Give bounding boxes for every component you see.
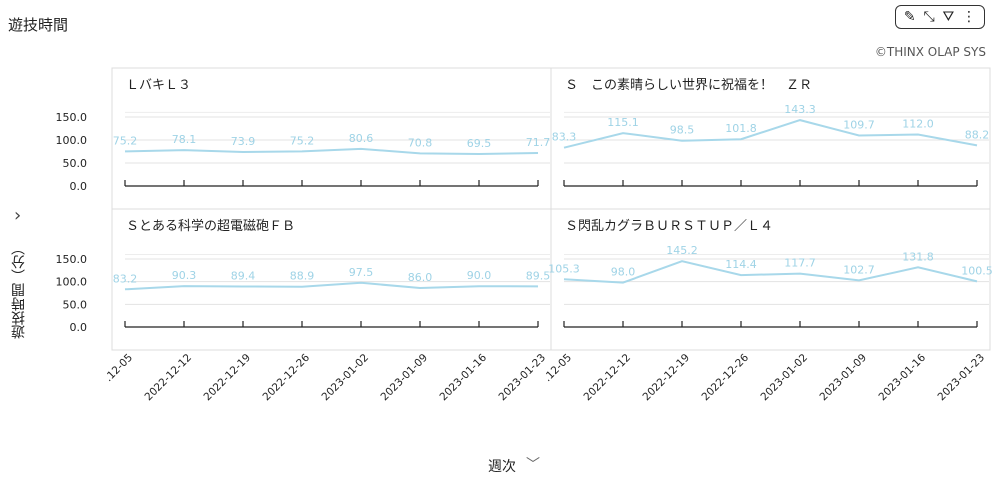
panel-title: Ｓ閃乱カグラＢＵＲＳＴＵＰ／Ｌ４ [565, 219, 773, 234]
data-label: 105.3 [548, 262, 580, 275]
data-label: 98.5 [670, 124, 695, 137]
data-label: 100.5 [961, 264, 993, 277]
panel-title: ＬバキＬ３ [126, 78, 191, 93]
data-label: 114.4 [725, 258, 757, 271]
data-label: 78.1 [172, 133, 197, 146]
data-label: 71.7 [526, 136, 551, 149]
x-tick-label: 2022-12-12 [142, 352, 194, 404]
data-label: 83.2 [113, 272, 138, 285]
data-label: 117.7 [784, 257, 816, 270]
data-label: 90.0 [467, 269, 492, 282]
x-axis-label: 週次 [488, 459, 516, 475]
y-tick-label: 150.0 [56, 111, 88, 124]
data-label: 86.0 [408, 271, 433, 284]
data-label: 131.8 [902, 250, 934, 263]
data-label: 73.9 [231, 135, 256, 148]
data-label: 143.3 [784, 103, 816, 116]
x-tick-label: 2022-12-19 [201, 352, 253, 404]
data-label: 109.7 [843, 119, 875, 132]
x-tick-label: 2023-01-16 [437, 351, 489, 403]
y-tick-label: 50.0 [63, 298, 88, 311]
x-tick-label: 2023-01-09 [817, 352, 869, 404]
data-label: 102.7 [843, 263, 875, 276]
pencil-icon[interactable]: ✎ [903, 9, 916, 25]
data-label: 97.5 [349, 266, 374, 279]
data-label: 112.0 [902, 117, 934, 130]
page-title: 遊技時間 [8, 16, 69, 34]
x-tick-label: 2022-12-26 [699, 351, 751, 403]
data-label: 115.1 [607, 116, 639, 129]
data-label: 75.2 [290, 134, 315, 147]
data-label: 145.2 [666, 244, 698, 257]
data-label: 101.8 [725, 122, 757, 135]
y-tick-label: 100.0 [56, 134, 88, 147]
data-label: 70.8 [408, 136, 433, 149]
panel-title: Ｓとある科学の超電磁砲ＦＢ [126, 218, 295, 234]
data-label: 89.4 [231, 269, 256, 282]
data-label: 83.3 [552, 131, 577, 144]
x-tick-label: 2022-12-26 [260, 351, 312, 403]
y-tick-label: 0.0 [70, 180, 88, 193]
data-label: 80.6 [349, 132, 374, 145]
x-tick-label: .12-05 [542, 352, 574, 384]
y-tick-label: 150.0 [56, 253, 88, 266]
copyright-label: ©THINX OLAP SYS [874, 45, 986, 59]
series-line [563, 119, 978, 149]
y-tick-label: 50.0 [63, 157, 88, 170]
collapse-icon[interactable]: ⤡ [923, 9, 935, 25]
x-tick-label: 2023-01-09 [378, 352, 430, 404]
data-label: 98.0 [611, 266, 636, 279]
x-tick-label: 2023-01-23 [935, 352, 987, 404]
data-label: 88.9 [290, 270, 315, 283]
data-label: 88.2 [965, 128, 990, 141]
data-label: 90.3 [172, 269, 197, 282]
data-label: 69.5 [467, 137, 492, 150]
x-tick-label: .12-05 [103, 352, 135, 384]
chevron-down-icon[interactable]: ﹀ [526, 457, 540, 473]
series-line [124, 281, 539, 291]
x-tick-label: 2023-01-23 [496, 352, 548, 404]
y-tick-label: 0.0 [70, 321, 88, 334]
chevron-right-icon[interactable]: › [14, 205, 22, 226]
panel-title: Ｓ この素晴らしい世界に祝福を！ ＺＲ [565, 78, 812, 93]
x-tick-label: 2022-12-12 [581, 352, 633, 404]
x-tick-label: 2023-01-02 [758, 352, 810, 404]
series-line [563, 260, 978, 284]
x-tick-label: 2023-01-02 [319, 352, 371, 404]
data-label: 89.5 [526, 269, 551, 282]
more-vert-icon[interactable]: ⋮ [962, 9, 977, 25]
data-label: 75.2 [113, 134, 138, 147]
filter-icon[interactable]: ⛛ [942, 9, 955, 25]
x-tick-label: 2023-01-16 [876, 351, 928, 403]
x-tick-label: 2022-12-19 [640, 352, 692, 404]
y-tick-label: 100.0 [56, 276, 88, 289]
series-line [124, 147, 539, 156]
chart-toolbar: ✎ ⤡ ⛛ ⋮ [895, 5, 985, 29]
